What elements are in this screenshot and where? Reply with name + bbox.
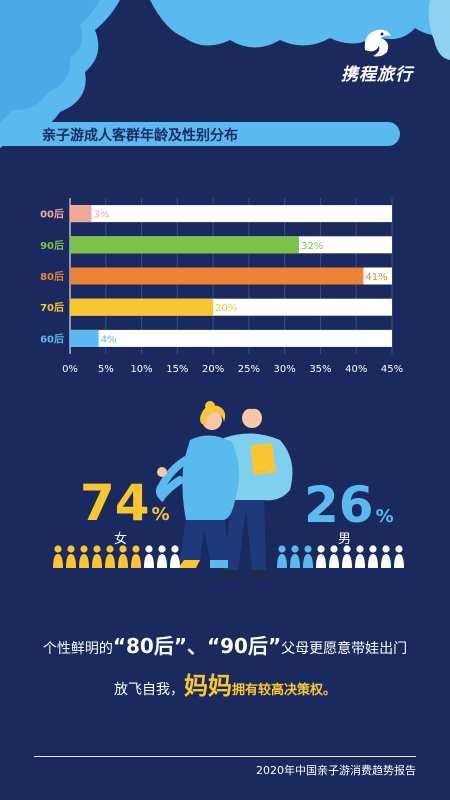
bar xyxy=(70,329,99,347)
male-percent-symbol: % xyxy=(375,506,394,527)
bar xyxy=(70,298,214,316)
data-label: 41% xyxy=(365,272,387,283)
data-label: 32% xyxy=(301,241,323,252)
category-label: 00后 xyxy=(40,208,64,221)
person-icon xyxy=(131,545,141,568)
x-tick-label: 35% xyxy=(309,364,331,375)
data-label: 4% xyxy=(101,334,117,345)
person-icon xyxy=(381,545,391,568)
person-icon xyxy=(277,545,287,568)
category-label: 70后 xyxy=(40,301,64,314)
bar-track xyxy=(70,205,392,223)
male-percent: 26% xyxy=(304,476,394,534)
person-icon xyxy=(105,545,115,568)
bar xyxy=(70,205,92,223)
x-tick-label: 0% xyxy=(62,364,78,375)
data-label: 3% xyxy=(93,210,109,221)
caption-text-2: 父母更愿意带娃出门 xyxy=(281,641,408,657)
caption-text-3: 放飞自我， xyxy=(113,682,184,698)
data-label: 20% xyxy=(215,303,237,314)
person-icon xyxy=(170,545,180,568)
person-icon xyxy=(394,545,404,568)
man-figure xyxy=(216,406,293,578)
person-icon xyxy=(355,545,365,568)
x-tick-label: 5% xyxy=(98,364,114,375)
person-icon xyxy=(53,545,63,568)
chart-title-bar: 亲子游成人客群年龄及性别分布 xyxy=(0,122,400,146)
couple-illustration xyxy=(156,401,293,578)
person-icon xyxy=(157,545,167,568)
person-icon xyxy=(368,545,378,568)
category-label: 80后 xyxy=(40,270,64,283)
female-people-icons xyxy=(53,545,180,568)
female-percent-value: 74 xyxy=(80,474,150,532)
bar-track xyxy=(70,329,392,347)
caption-separator: 、 xyxy=(187,634,207,658)
male-percent-value: 26 xyxy=(304,476,374,534)
person-icon xyxy=(79,545,89,568)
category-label: 60后 xyxy=(40,332,64,345)
x-tick-label: 30% xyxy=(274,364,296,375)
caption-80s: “80后” xyxy=(112,634,187,658)
brand-logo: 携程旅行 xyxy=(322,24,432,85)
caption-line-1: 个性鲜明的“80后”、“90后”父母更愿意带娃出门 xyxy=(0,630,450,659)
person-icon xyxy=(144,545,154,568)
x-tick-label: 20% xyxy=(202,364,224,375)
age-distribution-chart: 0% 5% 10% 15% 20% 25% 30% 35% 40% 45% 00后 3% 90后 32% 8… xyxy=(40,198,403,375)
woman-figure xyxy=(156,401,240,568)
female-percent: 74% xyxy=(80,474,170,532)
person-icon xyxy=(316,545,326,568)
x-tick-label: 45% xyxy=(381,364,403,375)
female-label: 女 xyxy=(114,532,128,547)
caption-line-2: 放飞自我，妈妈拥有较高决策权。 xyxy=(0,666,450,701)
male-people-icons xyxy=(277,545,404,568)
caption-text-1: 个性鲜明的 xyxy=(42,641,113,657)
x-tick-label: 15% xyxy=(166,364,188,375)
person-icon xyxy=(290,545,300,568)
person-icon xyxy=(118,545,128,568)
x-tick-label: 25% xyxy=(238,364,260,375)
category-label: 90后 xyxy=(40,239,64,252)
x-tick-label: 40% xyxy=(345,364,367,375)
dolphin-icon xyxy=(364,29,391,57)
report-source: 2020年中国亲子游消费趋势报告 xyxy=(256,764,416,777)
chart-title: 亲子游成人客群年龄及性别分布 xyxy=(42,128,238,144)
bar xyxy=(70,267,364,285)
female-percent-symbol: % xyxy=(151,504,170,525)
footer-divider xyxy=(34,756,416,757)
person-icon xyxy=(303,545,313,568)
male-label: 男 xyxy=(338,532,352,547)
person-icon xyxy=(329,545,339,568)
person-icon xyxy=(342,545,352,568)
bar xyxy=(70,236,299,254)
x-tick-label: 10% xyxy=(130,364,152,375)
caption-90s: “90后” xyxy=(207,634,282,658)
person-icon xyxy=(92,545,102,568)
person-icon xyxy=(66,545,76,568)
caption-moms: 妈妈 xyxy=(183,672,232,700)
brand-name: 携程旅行 xyxy=(341,65,413,85)
caption-text-4: 拥有较高决策权。 xyxy=(231,683,336,698)
